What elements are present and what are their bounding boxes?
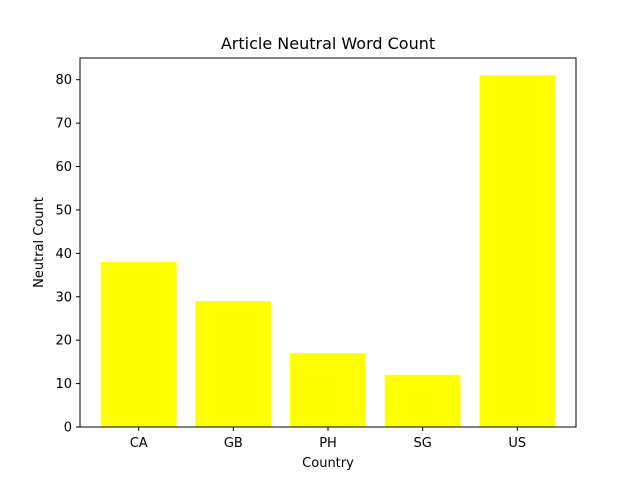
y-axis-ticks: 0 10 20 30 40 50 60 70 80 [55, 73, 80, 436]
y-tick-label: 80 [55, 73, 72, 88]
y-tick-label: 30 [55, 290, 72, 305]
bar-ph [290, 353, 366, 427]
x-tick-label: CA [130, 436, 148, 451]
x-axis-ticks: CA GB PH SG US [130, 427, 526, 451]
bar-gb [195, 301, 272, 427]
plot-frame [79, 57, 577, 428]
y-tick-label: 60 [55, 160, 72, 175]
y-tick-label: 10 [55, 377, 72, 392]
x-tick-label: PH [319, 436, 337, 451]
y-tick-label: 0 [64, 421, 72, 436]
chart-title: Article Neutral Word Count [221, 34, 435, 53]
x-tick-label: GB [224, 436, 243, 451]
bars-layer [100, 75, 556, 427]
bar-ca [100, 262, 177, 427]
y-tick-label: 20 [55, 334, 72, 349]
y-axis-label: Neutral Count [32, 197, 47, 288]
x-tick-label: US [508, 436, 526, 451]
x-tick-label: SG [413, 436, 431, 451]
x-axis-label: Country [302, 456, 354, 471]
y-tick-label: 70 [55, 117, 72, 132]
y-tick-label: 40 [55, 247, 72, 262]
y-tick-label: 50 [55, 203, 72, 218]
bar-sg [384, 374, 461, 427]
bar-us [479, 75, 556, 427]
